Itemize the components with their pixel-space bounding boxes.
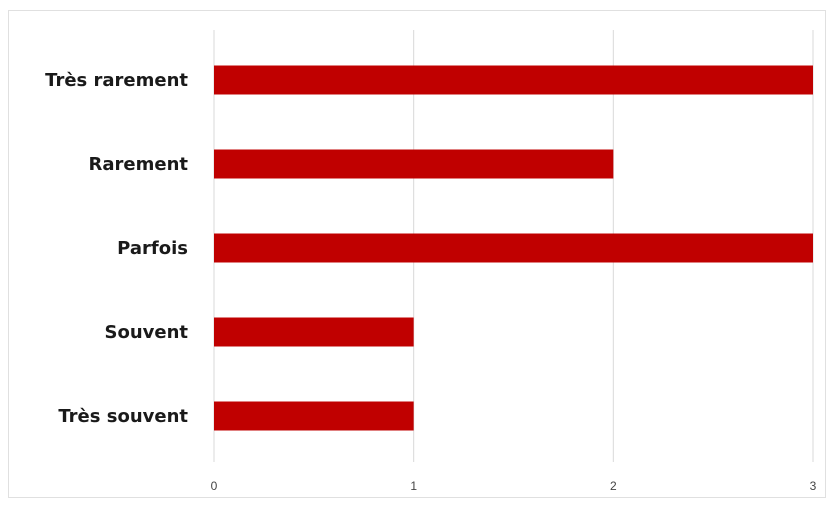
category-label: Rarement <box>89 154 189 175</box>
bar <box>214 317 414 347</box>
category-label: Parfois <box>117 238 188 259</box>
bar <box>214 401 414 431</box>
bar <box>214 233 813 263</box>
x-tick-label: 0 <box>211 479 218 493</box>
x-tick-label: 2 <box>610 479 617 493</box>
bar <box>214 65 813 95</box>
category-label: Très souvent <box>58 406 188 427</box>
category-label: Très rarement <box>45 70 188 91</box>
x-tick-label: 3 <box>810 479 817 493</box>
bars <box>214 65 813 431</box>
x-axis-tick-labels: 0 1 2 3 <box>211 479 817 493</box>
category-label: Souvent <box>104 322 188 343</box>
bar <box>214 149 614 179</box>
x-tick-label: 1 <box>410 479 417 493</box>
category-labels: Très rarement Rarement Parfois Souvent Très … <box>45 70 188 427</box>
